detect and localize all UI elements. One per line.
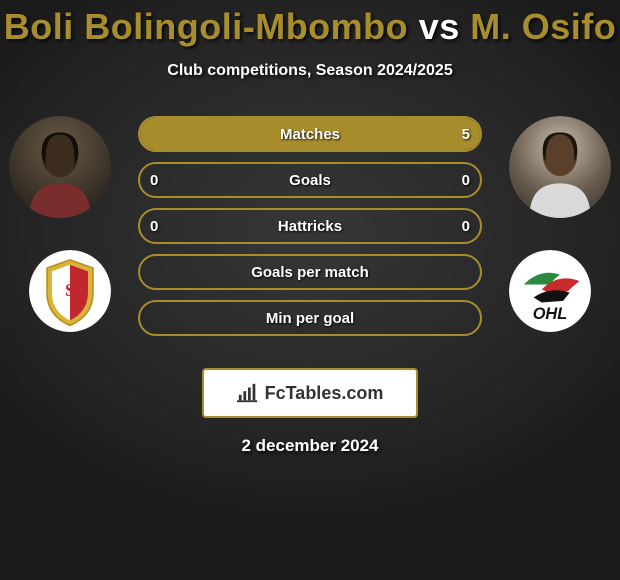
stat-rows: Matches50Goals00Hattricks0Goals per matc… — [138, 116, 482, 346]
crest-club2-icon: OHL — [509, 250, 591, 332]
subtitle: Club competitions, Season 2024/2025 — [0, 62, 620, 80]
stats-area: S OHL Matches50Goals00Hattricks0Goals pe… — [0, 116, 620, 348]
crest-club2: OHL — [509, 250, 591, 332]
portrait-player2 — [509, 116, 611, 218]
portrait-player1-silhouette — [9, 116, 111, 218]
stat-label: Goals per match — [140, 256, 480, 288]
stat-row: Goals per match — [138, 254, 482, 290]
title-player1: Boli Bolingoli-Mbombo — [4, 6, 408, 47]
stat-row: 0Hattricks0 — [138, 208, 482, 244]
content-root: Boli Bolingoli-Mbombo vs M. Osifo Club c… — [0, 0, 620, 456]
logo-inner: FcTables.com — [237, 370, 384, 416]
stat-value-right — [430, 302, 470, 334]
stat-value-right: 0 — [430, 210, 470, 242]
stat-label: Goals — [140, 164, 480, 196]
crest-club1-icon: S — [29, 250, 111, 332]
stat-label: Min per goal — [140, 302, 480, 334]
stat-value-right — [430, 256, 470, 288]
stat-row: Matches5 — [138, 116, 482, 152]
portrait-player1 — [9, 116, 111, 218]
stat-row: Min per goal — [138, 300, 482, 336]
page-title: Boli Bolingoli-Mbombo vs M. Osifo — [0, 0, 620, 48]
title-player2: M. Osifo — [470, 6, 616, 47]
svg-text:S: S — [65, 280, 75, 300]
portrait-player2-silhouette — [509, 116, 611, 218]
svg-text:OHL: OHL — [533, 305, 568, 323]
logo-text: FcTables.com — [265, 383, 384, 404]
stat-label: Hattricks — [140, 210, 480, 242]
stat-row: 0Goals0 — [138, 162, 482, 198]
title-vs: vs — [419, 6, 460, 47]
bar-chart-icon — [237, 383, 259, 403]
crest-club1: S — [29, 250, 111, 332]
stat-value-right: 0 — [430, 164, 470, 196]
logo-box: FcTables.com — [202, 368, 418, 418]
stat-value-right: 5 — [430, 118, 470, 150]
date-line: 2 december 2024 — [0, 436, 620, 456]
stat-label: Matches — [140, 118, 480, 150]
